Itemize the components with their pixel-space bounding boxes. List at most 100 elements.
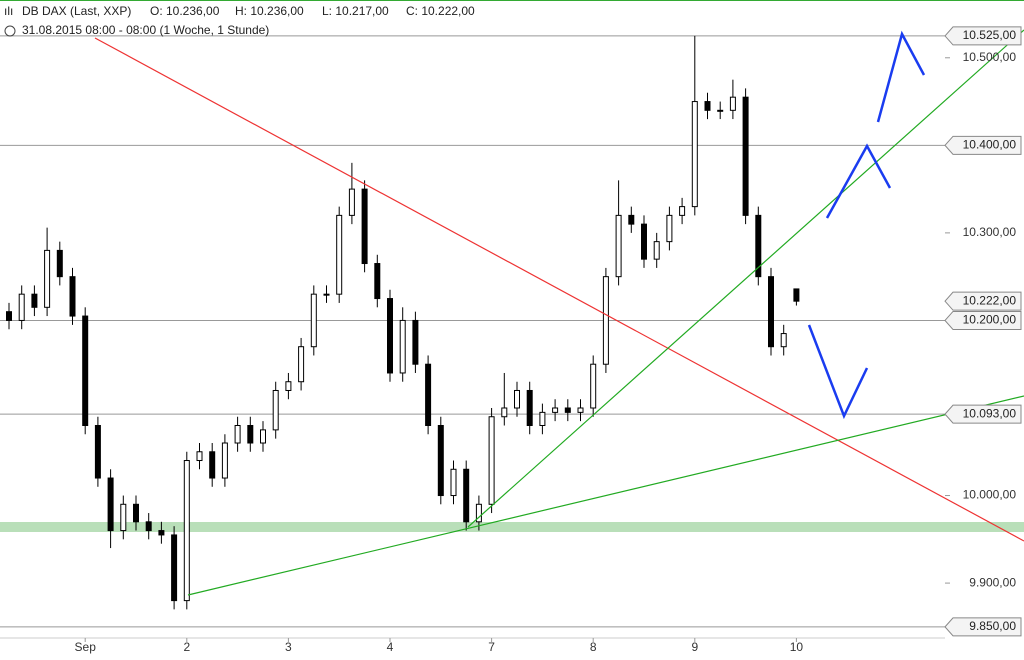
clock-icon [4,25,16,37]
x-tick-label: 10 [790,640,804,654]
candle-body [196,451,203,462]
candle-body [501,407,508,418]
x-tick-label: 4 [387,640,394,654]
candle-body [488,416,495,505]
candle-body [590,363,597,409]
level-label: 10.200,00 [963,313,1017,327]
candle-body [387,298,393,374]
candle-body [653,241,660,260]
candle-body [82,315,89,426]
candle-body [133,503,139,523]
instrument: DB DAX (Last, XXP) [22,4,131,18]
level-label: 10.093,00 [963,406,1017,420]
candle-body [463,468,470,523]
candle-body [437,424,444,497]
support-band [0,522,1024,532]
candle-body [641,223,647,260]
x-tick-label: 3 [285,640,292,654]
level-label: 10.400,00 [963,138,1017,152]
candle-body [285,381,292,391]
x-tick-label: 8 [590,640,597,654]
candle-body [768,276,774,348]
candle-body [183,460,190,602]
candle-body [526,389,533,426]
candle-body [552,407,559,413]
projection-arrow [876,30,926,123]
candle-body [247,424,254,444]
ohlc: O: 10.236,00 [150,4,220,18]
trend-line [94,37,1024,542]
candle-body [107,477,114,532]
candle-body [234,424,241,444]
candle-body [615,214,622,278]
level-label: 10.525,00 [963,28,1017,42]
candle-body [171,534,178,602]
candle-body [145,521,152,532]
projection-arrow [807,324,869,420]
candle-body [209,451,216,479]
candle-body [539,411,546,426]
x-tick-label: 9 [691,640,698,654]
level-box [944,404,1022,424]
level-box [944,26,1022,46]
candle-body [717,109,724,112]
candle-body [56,249,63,278]
y-tick-label: 10.300,00 [963,225,1017,239]
candle-body [374,263,381,300]
candle-body [272,389,279,431]
candle-body [704,101,711,111]
last-price-box [944,291,1022,311]
candle-body [310,293,317,348]
level-label: 9.850,00 [969,619,1016,633]
candle-body [120,503,127,532]
y-tick-label: 10.500,00 [963,50,1017,64]
ohlc: C: 10.222,00 [406,4,475,18]
level-box [944,135,1022,155]
ohlc: L: 10.217,00 [322,4,389,18]
level-box [944,617,1022,637]
candle-body [323,293,330,296]
last-price-label: 10.222,00 [963,293,1017,307]
candle-body [577,407,584,413]
x-tick-label: 7 [488,640,495,654]
candle-body [475,503,482,523]
candle-body [514,389,520,409]
candle-body [158,530,165,536]
candle-body [742,96,749,216]
period: 31.08.2015 08:00 - 08:00 (1 Woche, 1 Stu… [22,23,269,37]
candle-body [691,101,698,208]
candle-body [336,214,343,295]
level-box [944,310,1022,330]
candle-body [94,424,101,479]
candle-body [399,319,406,374]
ohlc: H: 10.236,00 [235,4,304,18]
candle-body [793,288,800,302]
candle-body [260,429,266,444]
candle-body [780,333,787,348]
candle-body [564,407,571,413]
candle-body [679,206,686,216]
candle-body [628,214,635,225]
candle-body [361,188,368,265]
projection-arrow [825,143,892,219]
y-tick-label: 10.000,00 [963,488,1017,502]
candle-body [666,214,673,243]
candle-body [44,249,51,308]
candle-body [69,276,76,317]
icon: ılı [4,4,13,18]
candle-body [348,188,355,216]
candle-body [298,346,305,383]
y-tick-label: 9.900,00 [969,575,1016,589]
candle-body [729,96,736,111]
trend-line [187,395,1024,596]
candle-body [221,442,228,479]
candle-body [450,468,457,497]
trend-line [467,29,1024,528]
candle-body [425,363,432,426]
candle-body [412,319,419,365]
candle-body [602,276,609,365]
x-tick-label: 2 [183,640,190,654]
